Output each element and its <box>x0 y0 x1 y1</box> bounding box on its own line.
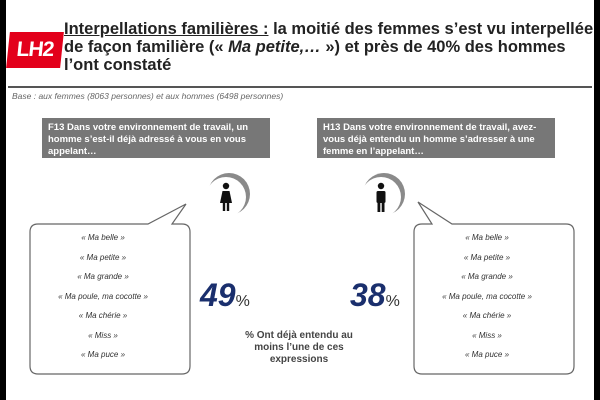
expression-item: « Ma belle » <box>465 233 509 242</box>
percentage-men-value: 38 <box>350 277 386 313</box>
expression-list-women: « Ma belle » « Ma petite » « Ma grande » « … <box>38 228 168 365</box>
title-divider <box>8 86 592 88</box>
slide-title: Interpellations familières : la moitié d… <box>64 20 594 74</box>
title-lead: Interpellations familières : <box>64 20 269 38</box>
question-women: F13 Dans votre environnement de travail,… <box>42 118 270 158</box>
lh2-logo: LH2 <box>6 32 64 68</box>
percentage-women: 49% <box>200 277 250 320</box>
expression-item: « Ma petite » <box>79 252 127 262</box>
percentage-men: 38% <box>350 277 400 320</box>
expression-item: « Ma poule, ma cocotte » <box>58 291 148 301</box>
expression-item: « Ma puce » <box>464 350 510 359</box>
expression-item: « Ma chérie » <box>78 311 128 320</box>
expression-item: « Ma petite » <box>463 252 511 262</box>
expression-item: « Ma poule, ma cocotte » <box>442 291 532 301</box>
title-italic: Ma petite,… <box>228 38 326 56</box>
expression-item: « Ma grande » <box>461 272 513 281</box>
expression-item: « Ma chérie » <box>462 311 512 320</box>
percentage-caption: % Ont déjà entendu au moins l’une de ces… <box>245 330 353 365</box>
woman-icon <box>206 173 250 217</box>
expression-item: « Ma belle » <box>81 233 125 242</box>
percentage-men-unit: % <box>385 293 400 310</box>
question-men: H13 Dans votre environnement de travail,… <box>317 118 555 158</box>
base-note: Base : aux femmes (8063 personnes) et au… <box>12 91 284 101</box>
expression-item: « Ma puce » <box>80 350 126 359</box>
man-icon <box>361 173 405 217</box>
percentage-women-value: 49 <box>200 277 236 313</box>
percentage-women-unit: % <box>235 293 250 310</box>
expression-item: « Ma grande » <box>77 272 129 281</box>
title-end: ») et près de 40% des hommes l’ont const… <box>64 38 566 74</box>
expression-list-men: « Ma belle » « Ma petite » « Ma grande » « … <box>422 228 552 365</box>
title-mid: la moitié des femmes s’est vu interpellé… <box>64 20 594 56</box>
expression-item: « Miss » <box>88 330 118 340</box>
expression-item: « Miss » <box>472 330 502 340</box>
